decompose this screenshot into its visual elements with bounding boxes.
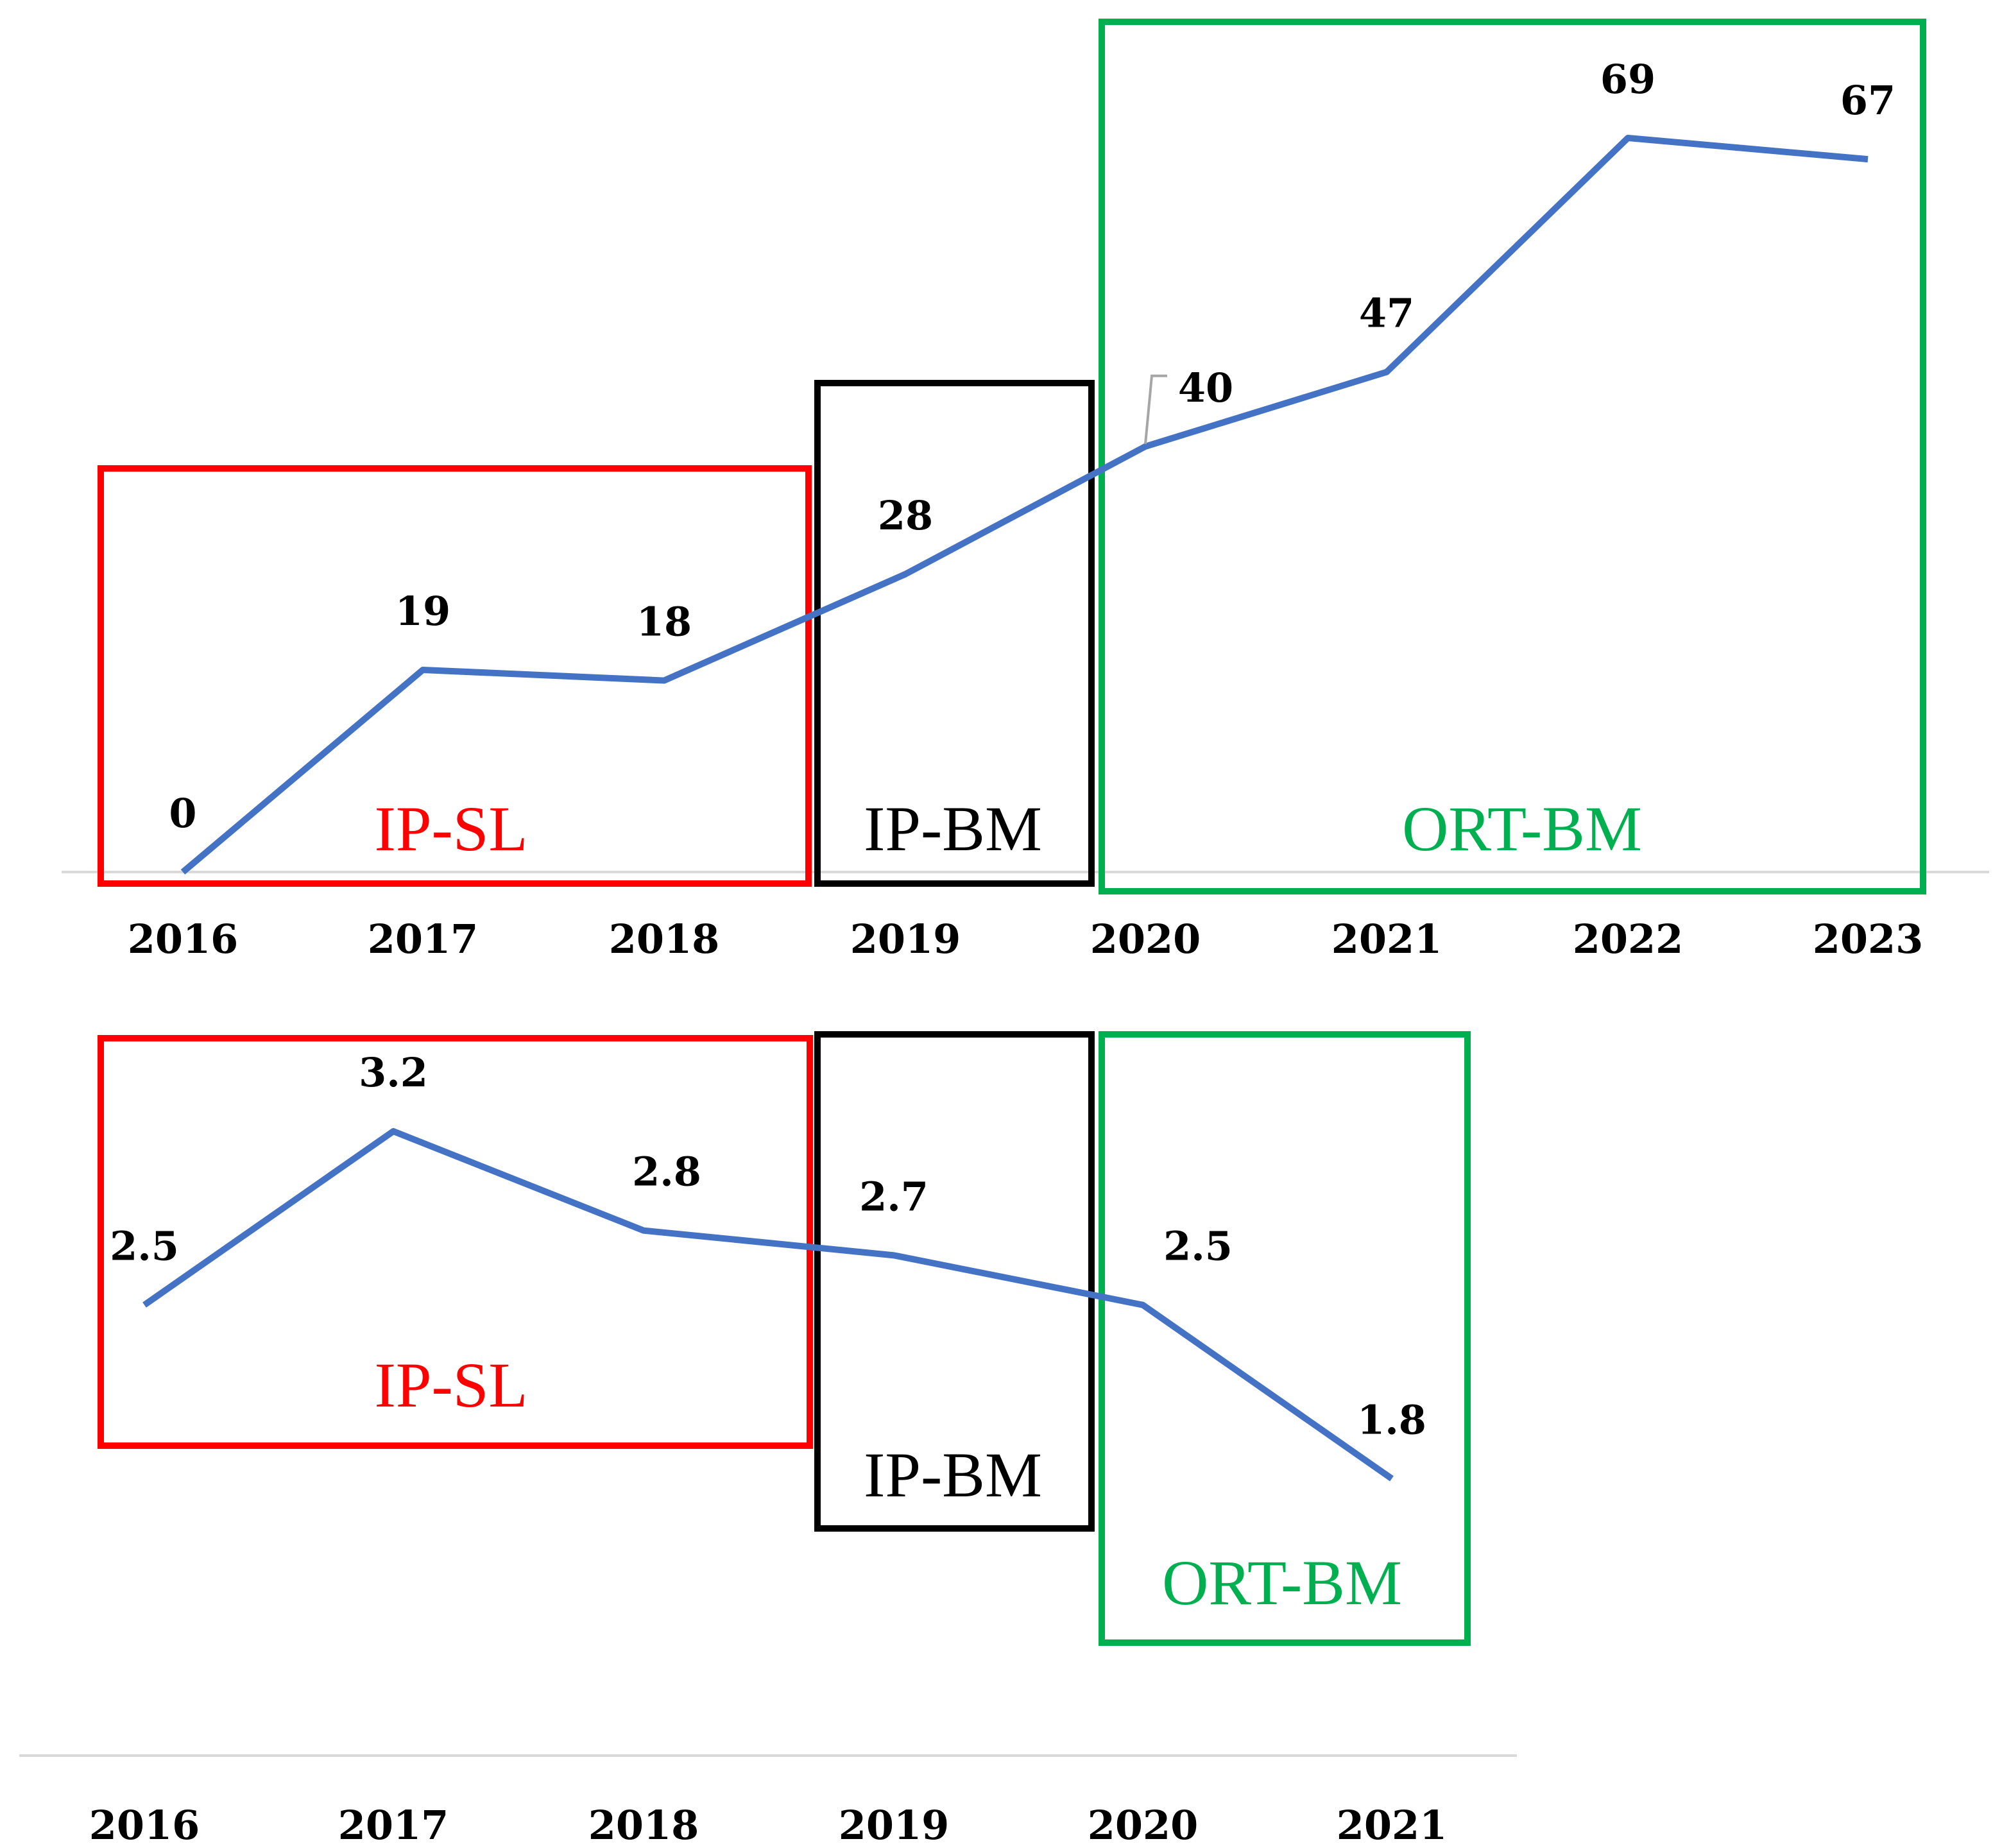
bottom-box-label-ip-sl: IP-SL [375,1349,528,1421]
top-data-label-2022: 69 [1600,56,1655,103]
bottom-box-ort-bm [1099,1031,1471,1646]
top-data-label-2021: 47 [1359,290,1414,337]
top-x-tick-2019: 2019 [850,916,961,963]
bottom-x-tick-2018: 2018 [588,1802,699,1848]
bottom-box-ip-sl [98,1035,813,1449]
bottom-x-tick-2016: 2016 [89,1802,200,1848]
top-box-label-ort-bm: ORT-BM [1402,793,1642,864]
top-box-label-ip-bm: IP-BM [864,793,1042,864]
top-data-label-2023: 67 [1840,77,1895,124]
bottom-data-label-2018: 2.8 [632,1149,701,1195]
top-x-tick-2020: 2020 [1090,916,1201,963]
bottom-x-tick-2021: 2021 [1337,1802,1448,1848]
bottom-data-label-2019: 2.7 [859,1173,928,1220]
top-box-ip-sl [98,465,812,887]
top-x-tick-2022: 2022 [1573,916,1684,963]
top-data-label-2020: 40 [1178,364,1233,411]
bottom-chart: IP-SL IP-BM ORT-BM 2016 2017 2018 2019 2020 2… [19,1031,1517,1848]
top-data-label-2018: 18 [637,599,692,646]
top-x-tick-2021: 2021 [1331,916,1442,963]
bottom-x-tick-2019: 2019 [839,1802,950,1848]
bottom-data-label-2016: 2.5 [110,1223,179,1270]
bottom-x-tick-2017: 2017 [338,1802,449,1848]
top-chart: IP-SL IP-BM ORT-BM 2016 2017 2018 2019 2020 2… [62,19,1989,963]
top-x-tick-2017: 2017 [368,916,479,963]
top-leader-line [1144,374,1167,444]
bottom-x-tick-2020: 2020 [1088,1802,1199,1848]
top-box-label-ip-sl: IP-SL [375,793,528,864]
top-x-tick-2016: 2016 [128,916,239,963]
bottom-box-label-ort-bm: ORT-BM [1162,1547,1402,1618]
top-data-label-2016: 0 [169,790,196,837]
bottom-box-ip-bm [814,1031,1095,1532]
bottom-series-line [142,1128,1394,1482]
top-series-line [180,134,1869,875]
top-data-label-2019: 28 [878,492,933,539]
bottom-data-label-2020: 2.5 [1163,1223,1233,1270]
top-x-tick-2018: 2018 [609,916,720,963]
bottom-box-label-ip-bm: IP-BM [864,1439,1042,1510]
top-box-ort-bm [1099,19,1926,894]
bottom-data-label-2017: 3.2 [359,1049,428,1096]
top-data-label-2017: 19 [395,588,450,635]
bottom-data-label-2021: 1.8 [1357,1396,1426,1443]
top-x-tick-2023: 2023 [1813,916,1924,963]
top-box-ip-bm [814,380,1095,887]
